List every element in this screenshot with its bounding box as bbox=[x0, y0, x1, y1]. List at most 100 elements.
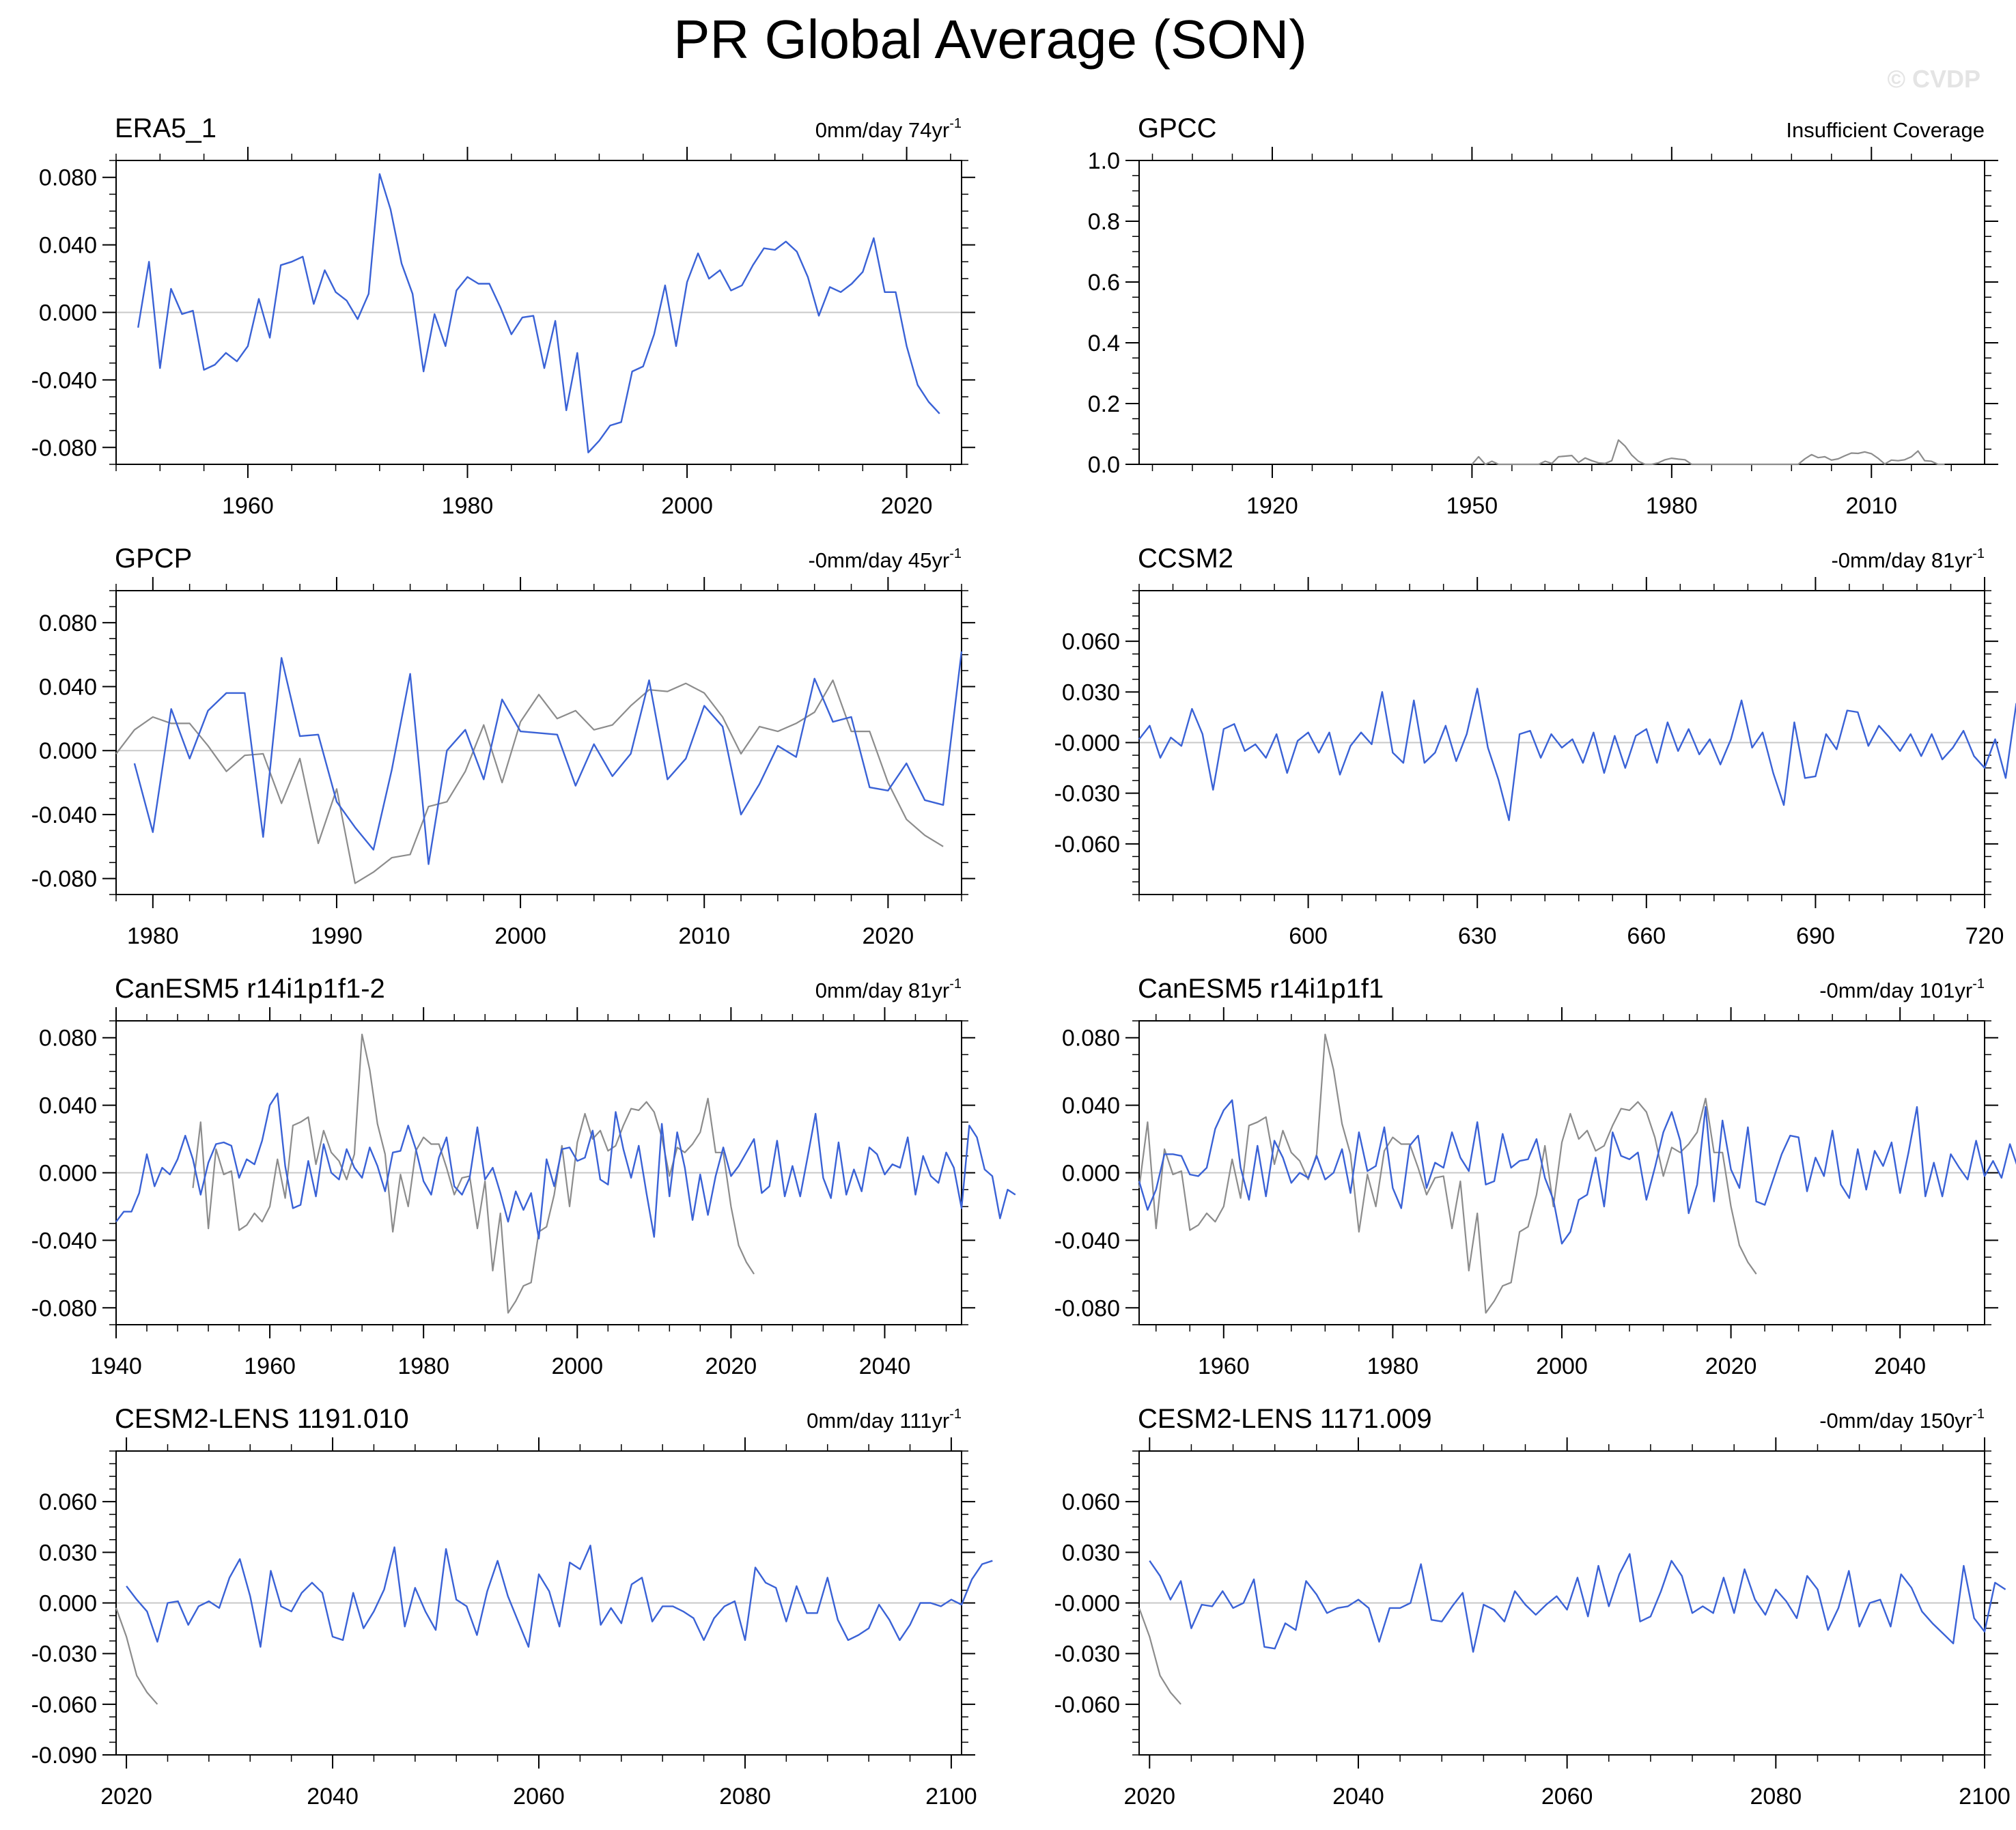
y-tick-label: 0.030 bbox=[39, 1540, 97, 1566]
series-line-canesm5-r14i1p1f1 bbox=[1138, 1099, 2016, 1245]
y-tick-label: -0.030 bbox=[1054, 781, 1120, 807]
y-tick-label: 0.8 bbox=[1088, 209, 1120, 235]
trend-annotation: 0mm/day 111yr-1 bbox=[807, 1407, 962, 1433]
x-tick-label: 1980 bbox=[127, 923, 179, 949]
y-tick-label: 0.080 bbox=[1062, 1026, 1120, 1052]
x-tick-label: 720 bbox=[1965, 923, 2004, 949]
x-tick-label: 1980 bbox=[442, 493, 494, 519]
y-tick-label: -0.080 bbox=[31, 1295, 97, 1321]
panel-gpcp: GPCP -0mm/day 45yr-1 -0.080 -0.040 0.000 0.04… bbox=[31, 544, 975, 949]
x-tick-label: 2060 bbox=[1541, 1784, 1593, 1810]
x-tick-label: 2040 bbox=[1332, 1784, 1384, 1810]
trend-annotation-sup: -1 bbox=[949, 1407, 962, 1422]
series-line-era5-1-overlay bbox=[192, 1033, 755, 1314]
x-tick-label: 630 bbox=[1458, 923, 1497, 949]
y-tick-label: -0.040 bbox=[1054, 1228, 1120, 1254]
series-line-era5-1-overlay bbox=[1138, 1607, 1181, 1705]
y-tick-label: 0.000 bbox=[39, 1161, 97, 1187]
panel-grid: ERA5_1 0mm/day 74yr-1-0.080-0.0400.0000.0… bbox=[31, 113, 2016, 1810]
y-tick-label: -0.040 bbox=[31, 802, 97, 828]
trend-annotation: -0mm/day 150yr-1 bbox=[1819, 1407, 1985, 1433]
x-tick-label: 2020 bbox=[881, 493, 933, 519]
y-tick-label: -0.060 bbox=[1054, 1692, 1120, 1718]
x-tick-label: 2040 bbox=[307, 1784, 359, 1810]
y-tick-label: -0.090 bbox=[31, 1743, 97, 1769]
x-tick-label: 1960 bbox=[1198, 1353, 1250, 1379]
trend-annotation-text: 0mm/day 81yr bbox=[815, 979, 949, 1002]
y-tick-label: 0.060 bbox=[1062, 629, 1120, 655]
y-tick-label: 0.040 bbox=[1062, 1093, 1120, 1119]
trend-annotation-text: 0mm/day 74yr bbox=[815, 118, 949, 142]
trend-annotation-sup: -1 bbox=[949, 976, 962, 991]
panel-title: ERA5_1 bbox=[115, 113, 216, 143]
x-tick-label: 2100 bbox=[1959, 1784, 2011, 1810]
y-tick-label: 0.060 bbox=[39, 1489, 97, 1515]
plot-frame bbox=[115, 590, 962, 895]
y-tick-label: -0.080 bbox=[1054, 1295, 1120, 1321]
y-tick-label: -0.030 bbox=[31, 1642, 97, 1667]
x-tick-label: 2020 bbox=[1705, 1353, 1757, 1379]
series-line-era5-1-overlay bbox=[1138, 1033, 1757, 1314]
x-tick-label: 2000 bbox=[1536, 1353, 1588, 1379]
x-tick-label: 1960 bbox=[222, 493, 274, 519]
y-tick-label: -0.000 bbox=[1054, 731, 1120, 757]
y-tick-label: -0.080 bbox=[31, 435, 97, 461]
series-line-canesm5-r14i1p1f1-2 bbox=[115, 1093, 1016, 1240]
panel-title: CESM2-LENS 1171.009 bbox=[1138, 1404, 1432, 1434]
trend-annotation-sup: -1 bbox=[1972, 546, 1985, 561]
trend-annotation: -0mm/day 45yr-1 bbox=[808, 546, 962, 572]
plot-frame bbox=[1138, 160, 1985, 465]
trend-annotation-sup: -1 bbox=[1972, 1407, 1985, 1422]
x-tick-label: 2010 bbox=[1845, 493, 1897, 519]
series-line-era5-1-overlay bbox=[115, 1607, 158, 1705]
panel-canesm5-r14i1p1f1: CanESM5 r14i1p1f1 -0mm/day 101yr-1 -0.080 -… bbox=[1054, 974, 2016, 1379]
y-tick-label: 0.000 bbox=[39, 738, 97, 764]
x-tick-label: 2000 bbox=[661, 493, 713, 519]
y-tick-label: 0.000 bbox=[39, 300, 97, 326]
trend-annotation-text: 0mm/day 111yr bbox=[807, 1409, 949, 1433]
panel-ccsm2: CCSM2 -0mm/day 81yr-1 -0.060 -0.030 -0.000 0.… bbox=[1054, 544, 2016, 949]
y-tick-label: -0.000 bbox=[1054, 1591, 1120, 1617]
trend-annotation: Insufficient Coverage bbox=[1786, 118, 1985, 142]
x-tick-label: 2100 bbox=[925, 1784, 977, 1810]
x-tick-label: 1920 bbox=[1246, 493, 1298, 519]
trend-annotation-text: -0mm/day 101yr bbox=[1819, 979, 1972, 1002]
series-line-coverage bbox=[1471, 439, 1945, 466]
series-line-era5-1 bbox=[137, 173, 940, 453]
x-tick-label: 1940 bbox=[90, 1353, 142, 1379]
y-tick-label: 0.040 bbox=[39, 1093, 97, 1119]
series-line-era5-1-overlay bbox=[115, 679, 944, 884]
panel-title: CESM2-LENS 1191.010 bbox=[115, 1404, 409, 1434]
trend-annotation-text: Insufficient Coverage bbox=[1786, 118, 1985, 142]
trend-annotation: 0mm/day 81yr-1 bbox=[815, 976, 962, 1002]
series-line-cesm2-lens-1191-010 bbox=[126, 1545, 993, 1648]
trend-annotation-text: -0mm/day 45yr bbox=[808, 548, 949, 572]
panel-era5-1: ERA5_1 0mm/day 74yr-1 -0.080 -0.040 0.000 0.0… bbox=[31, 113, 975, 519]
panel-gpcc: GPCC Insufficient Coverage 0.0 0.2 0.4 0.6 0.8… bbox=[1088, 113, 1998, 519]
x-tick-label: 600 bbox=[1289, 923, 1328, 949]
y-tick-label: 0.060 bbox=[1062, 1489, 1120, 1515]
x-tick-label: 2020 bbox=[863, 923, 914, 949]
y-tick-label: 0.030 bbox=[1062, 679, 1120, 705]
panel-title: CanESM5 r14i1p1f1 bbox=[1138, 974, 1384, 1004]
y-tick-label: 0.000 bbox=[39, 1591, 97, 1617]
x-tick-label: 2010 bbox=[678, 923, 730, 949]
x-tick-label: 2020 bbox=[100, 1784, 152, 1810]
series-line-ccsm2 bbox=[1138, 688, 2016, 821]
panel-title: GPCP bbox=[115, 544, 192, 574]
y-tick-label: 0.030 bbox=[1062, 1540, 1120, 1566]
y-tick-label: 0.080 bbox=[39, 610, 97, 636]
panel-cesm2-lens-1191-010: CESM2-LENS 1191.010 0mm/day 111yr-1 -0.090… bbox=[31, 1404, 993, 1810]
x-tick-label: 660 bbox=[1627, 923, 1666, 949]
trend-annotation: -0mm/day 101yr-1 bbox=[1819, 976, 1985, 1002]
y-tick-label: -0.060 bbox=[31, 1692, 97, 1718]
y-tick-label: 0.6 bbox=[1088, 270, 1120, 296]
panel-canesm5-r14i1p1f1-2: CanESM5 r14i1p1f1-2 0mm/day 81yr-1 -0.080 -… bbox=[31, 974, 1016, 1379]
x-tick-label: 2080 bbox=[1750, 1784, 1802, 1810]
panel-title: GPCC bbox=[1138, 113, 1217, 143]
trend-annotation: 0mm/day 74yr-1 bbox=[815, 116, 962, 142]
x-tick-label: 1980 bbox=[1367, 1353, 1419, 1379]
panel-cesm2-lens-1171-009: CESM2-LENS 1171.009 -0mm/day 150yr-1 -0.06… bbox=[1054, 1404, 2011, 1810]
x-tick-label: 1990 bbox=[311, 923, 363, 949]
